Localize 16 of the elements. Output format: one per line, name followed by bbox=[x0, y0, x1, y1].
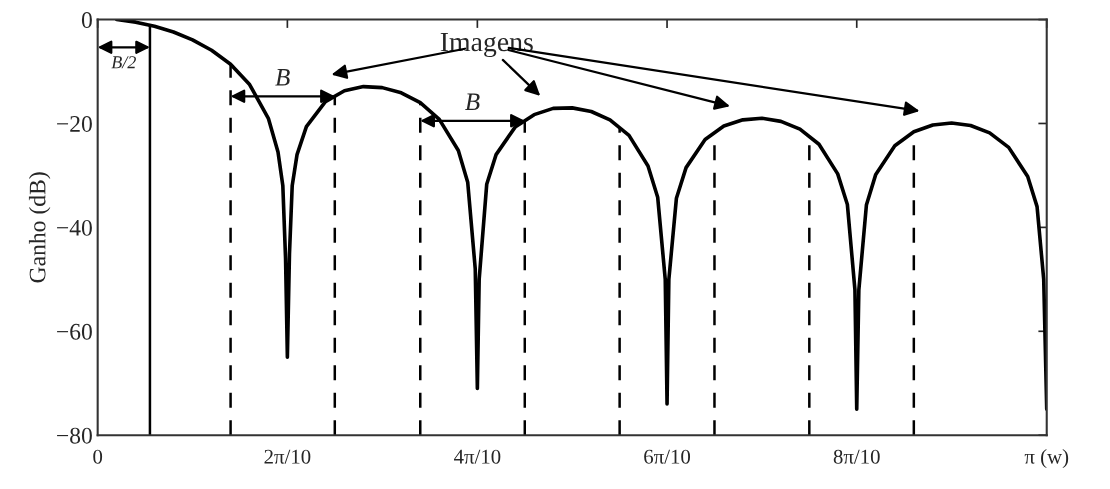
annotation: B bbox=[275, 69, 290, 86]
y-tick-label: −80 bbox=[57, 427, 92, 444]
y-axis-title: Ganho (dB) bbox=[28, 172, 51, 283]
y-tick-label: −60 bbox=[57, 323, 92, 340]
x-tick-label: π (w) bbox=[1024, 449, 1069, 468]
x-tick-label: 0 bbox=[93, 449, 103, 464]
x-tick-label: 8π/10 bbox=[833, 449, 880, 464]
annotation: Imagens bbox=[440, 32, 533, 58]
x-tick-label: 4π/10 bbox=[453, 449, 501, 464]
annotation: B/2 bbox=[111, 56, 136, 69]
annotation: B bbox=[465, 93, 480, 110]
x-tick-label: 2π/10 bbox=[264, 449, 311, 464]
x-tick-label: 6π/10 bbox=[644, 449, 691, 464]
y-tick-label: 0 bbox=[81, 12, 92, 28]
y-tick-label: −20 bbox=[57, 115, 92, 132]
y-tick-label: −40 bbox=[57, 219, 92, 236]
